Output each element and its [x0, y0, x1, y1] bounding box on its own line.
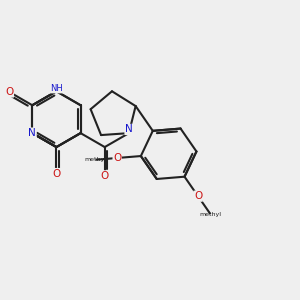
Text: methyl: methyl	[200, 212, 222, 217]
Text: N: N	[28, 128, 36, 138]
Text: N: N	[125, 124, 133, 134]
Text: O: O	[5, 87, 14, 97]
Text: O: O	[113, 153, 122, 163]
Text: O: O	[100, 171, 109, 181]
Text: methyl: methyl	[84, 157, 106, 162]
Text: O: O	[52, 169, 61, 178]
Text: O: O	[194, 191, 202, 201]
Text: NH: NH	[50, 84, 63, 93]
